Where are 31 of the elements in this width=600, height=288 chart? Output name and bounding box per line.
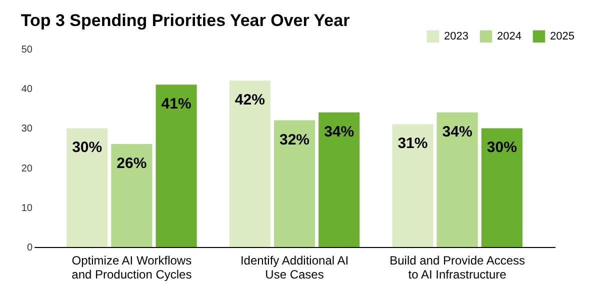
data-label: 26%	[116, 155, 147, 172]
x-tick-label: Optimize AI Workflows and Production Cycles	[72, 254, 192, 282]
y-tick-label: 30	[21, 124, 33, 135]
data-label: 42%	[234, 92, 265, 109]
bar	[318, 112, 360, 247]
y-tick-label: 20	[21, 163, 33, 174]
bar	[436, 112, 478, 247]
bar	[111, 144, 152, 247]
legend-label: 2023	[444, 30, 468, 42]
bar	[66, 128, 108, 247]
legend-label: 2024	[497, 30, 522, 42]
data-label: 34%	[324, 123, 354, 140]
y-tick-label: 50	[21, 44, 33, 56]
data-label: 31%	[398, 135, 428, 152]
bar	[481, 128, 522, 247]
legend-label: 2025	[550, 30, 574, 42]
x-tick-label: Build and Provide Access to AI Infrastructure	[390, 254, 526, 282]
data-label: 41%	[161, 96, 192, 113]
bar	[274, 120, 316, 247]
data-label: 30%	[72, 139, 102, 156]
y-tick-label: 10	[21, 202, 33, 214]
bar	[392, 124, 434, 247]
data-label: 34%	[442, 123, 472, 140]
y-tick-label: 0	[26, 242, 33, 254]
x-tick-label: Identify Additional AI Use Cases	[240, 254, 349, 282]
bar	[229, 80, 270, 247]
chart-title: Top 3 Spending Priorities Year Over Year	[20, 11, 350, 30]
data-label: 32%	[279, 131, 310, 148]
data-label: 30%	[486, 139, 517, 156]
y-tick-label: 40	[21, 84, 33, 96]
bar	[156, 84, 197, 247]
